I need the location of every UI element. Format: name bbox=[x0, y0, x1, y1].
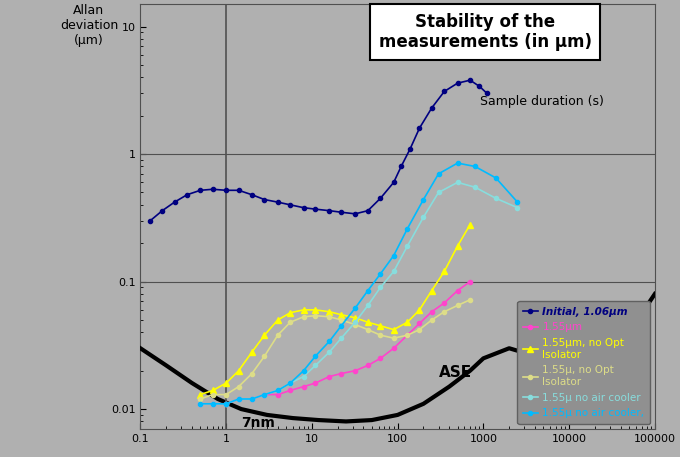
Legend: Initial, 1.06μm, 1.55μm, 1.55μm, no Opt
Isolator, 1.55μ, no Opt
Isolator, 1.55μ : Initial, 1.06μm, 1.55μm, 1.55μm, no Opt … bbox=[517, 301, 649, 424]
Text: 7nm: 7nm bbox=[241, 415, 275, 430]
Y-axis label: Allan
deviation
(μm): Allan deviation (μm) bbox=[60, 4, 118, 47]
Text: Stability of the
measurements (in μm): Stability of the measurements (in μm) bbox=[379, 13, 592, 52]
Text: ASE: ASE bbox=[439, 365, 472, 380]
Text: Sample duration (s): Sample duration (s) bbox=[479, 96, 604, 108]
